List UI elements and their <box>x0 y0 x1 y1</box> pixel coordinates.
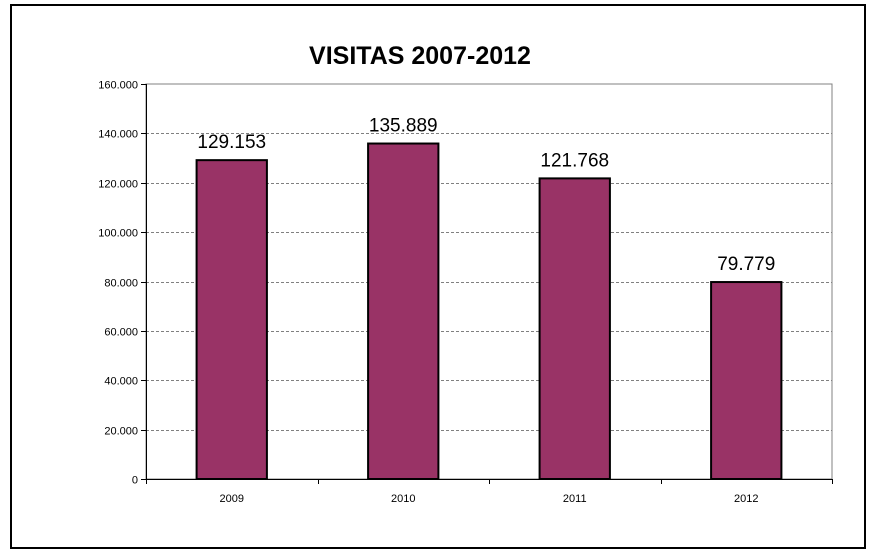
chart-title: VISITAS 2007-2012 <box>309 42 531 70</box>
data-label-2009: 129.153 <box>197 132 266 153</box>
x-tick-label-2010: 2010 <box>391 493 415 505</box>
bar-2012 <box>710 281 783 480</box>
y-tick-label: 80.000 <box>104 278 138 290</box>
y-tick-label: 40.000 <box>104 376 138 388</box>
y-tick-label: 0 <box>132 475 138 487</box>
y-tick-label: 120.000 <box>98 179 138 191</box>
y-tick-label: 160.000 <box>98 80 138 92</box>
data-label-2010: 135.889 <box>369 116 438 137</box>
x-tick-label-2012: 2012 <box>734 493 758 505</box>
bar-2011 <box>538 177 611 480</box>
bar-2009 <box>195 159 268 480</box>
data-label-2012: 79.779 <box>717 254 775 275</box>
bars <box>195 142 783 481</box>
data-labels: 129.153 135.889 121.768 79.779 <box>197 116 775 276</box>
x-tick-label-2011: 2011 <box>563 493 587 505</box>
data-label-2011: 121.768 <box>540 150 609 171</box>
y-tick-label: 140.000 <box>98 129 138 141</box>
y-tick-label: 20.000 <box>104 426 138 438</box>
y-tick-label: 100.000 <box>98 228 138 240</box>
bar-2010 <box>367 142 440 481</box>
y-tick-label: 60.000 <box>104 327 138 339</box>
x-tick-label-2009: 2009 <box>220 493 244 505</box>
